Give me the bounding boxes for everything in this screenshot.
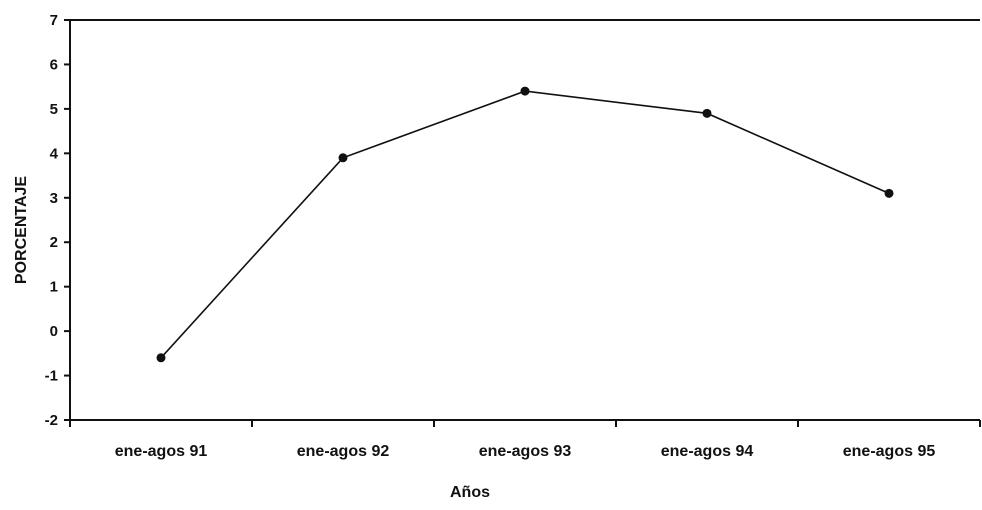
y-tick-label: 3 xyxy=(50,190,58,207)
y-tick-label: -1 xyxy=(45,368,58,385)
x-axis-label: Años xyxy=(450,484,490,501)
y-tick-label: 1 xyxy=(50,279,58,296)
x-tick-label: ene-agos 94 xyxy=(661,443,754,460)
data-point xyxy=(156,353,166,363)
x-tick-labels: ene-agos 91 ene-agos 92 ene-agos 93 ene-ago… xyxy=(115,443,936,460)
y-tick-label: 0 xyxy=(50,323,58,340)
x-tick-label: ene-agos 95 xyxy=(843,443,936,460)
y-tick-label: -2 xyxy=(45,412,58,429)
x-tick-label: ene-agos 91 xyxy=(115,443,208,460)
y-tick-labels: 7 6 5 4 3 2 1 0 -1 -2 xyxy=(45,12,59,429)
axes xyxy=(64,19,981,427)
y-tick-label: 6 xyxy=(50,56,58,73)
y-tick-label: 2 xyxy=(50,234,58,251)
y-tick-label: 4 xyxy=(50,145,59,162)
data-point xyxy=(520,86,530,96)
data-point xyxy=(338,153,348,163)
y-axis-label: PORCENTAJE xyxy=(13,176,30,284)
y-tick-label: 7 xyxy=(50,12,58,29)
series-line xyxy=(160,90,890,359)
series xyxy=(156,86,894,363)
x-tick-label: ene-agos 92 xyxy=(297,443,390,460)
x-tick-label: ene-agos 93 xyxy=(479,443,572,460)
data-point xyxy=(884,188,894,198)
y-tick-label: 5 xyxy=(50,101,58,118)
data-point xyxy=(702,108,712,118)
